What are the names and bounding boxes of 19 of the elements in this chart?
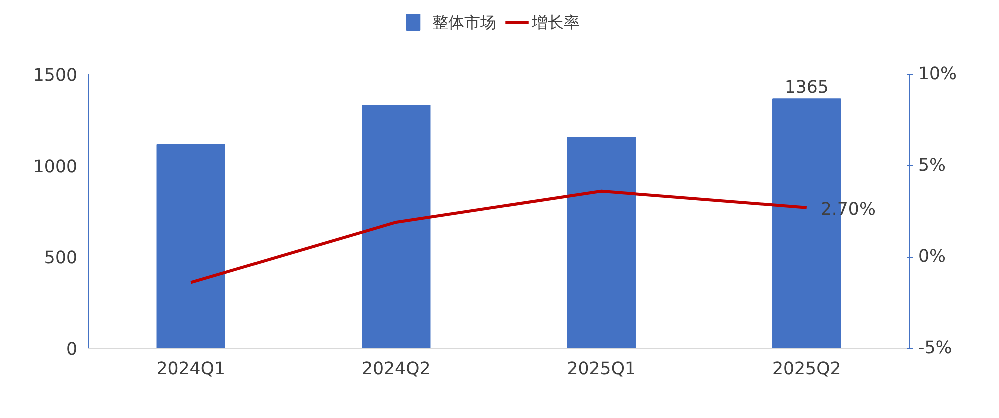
y2-tick-label: 10% [918,64,958,84]
x-tick-label: 2025Q2 [772,360,842,380]
bar [156,144,226,348]
y2-tick-label: 0% [918,247,946,268]
legend-label: 整体市场 [432,13,497,32]
y-tick-label: 1000 [33,157,78,178]
y-tick-label: 0 [66,340,78,360]
bar [567,137,636,348]
bar [362,105,431,348]
data-label: 1365 [784,78,829,98]
y2-tick-label: -5% [918,338,952,358]
x-tick-label: 2025Q1 [567,360,636,380]
x-tick-label: 2024Q2 [362,360,431,380]
y2-tick-label: 5% [918,156,946,176]
y-tick-label: 500 [44,248,78,269]
x-tick-label: 2024Q1 [156,360,226,380]
y-tick-label: 1500 [33,66,78,86]
legend-label: 增长率 [531,13,580,32]
line-series [190,190,808,284]
